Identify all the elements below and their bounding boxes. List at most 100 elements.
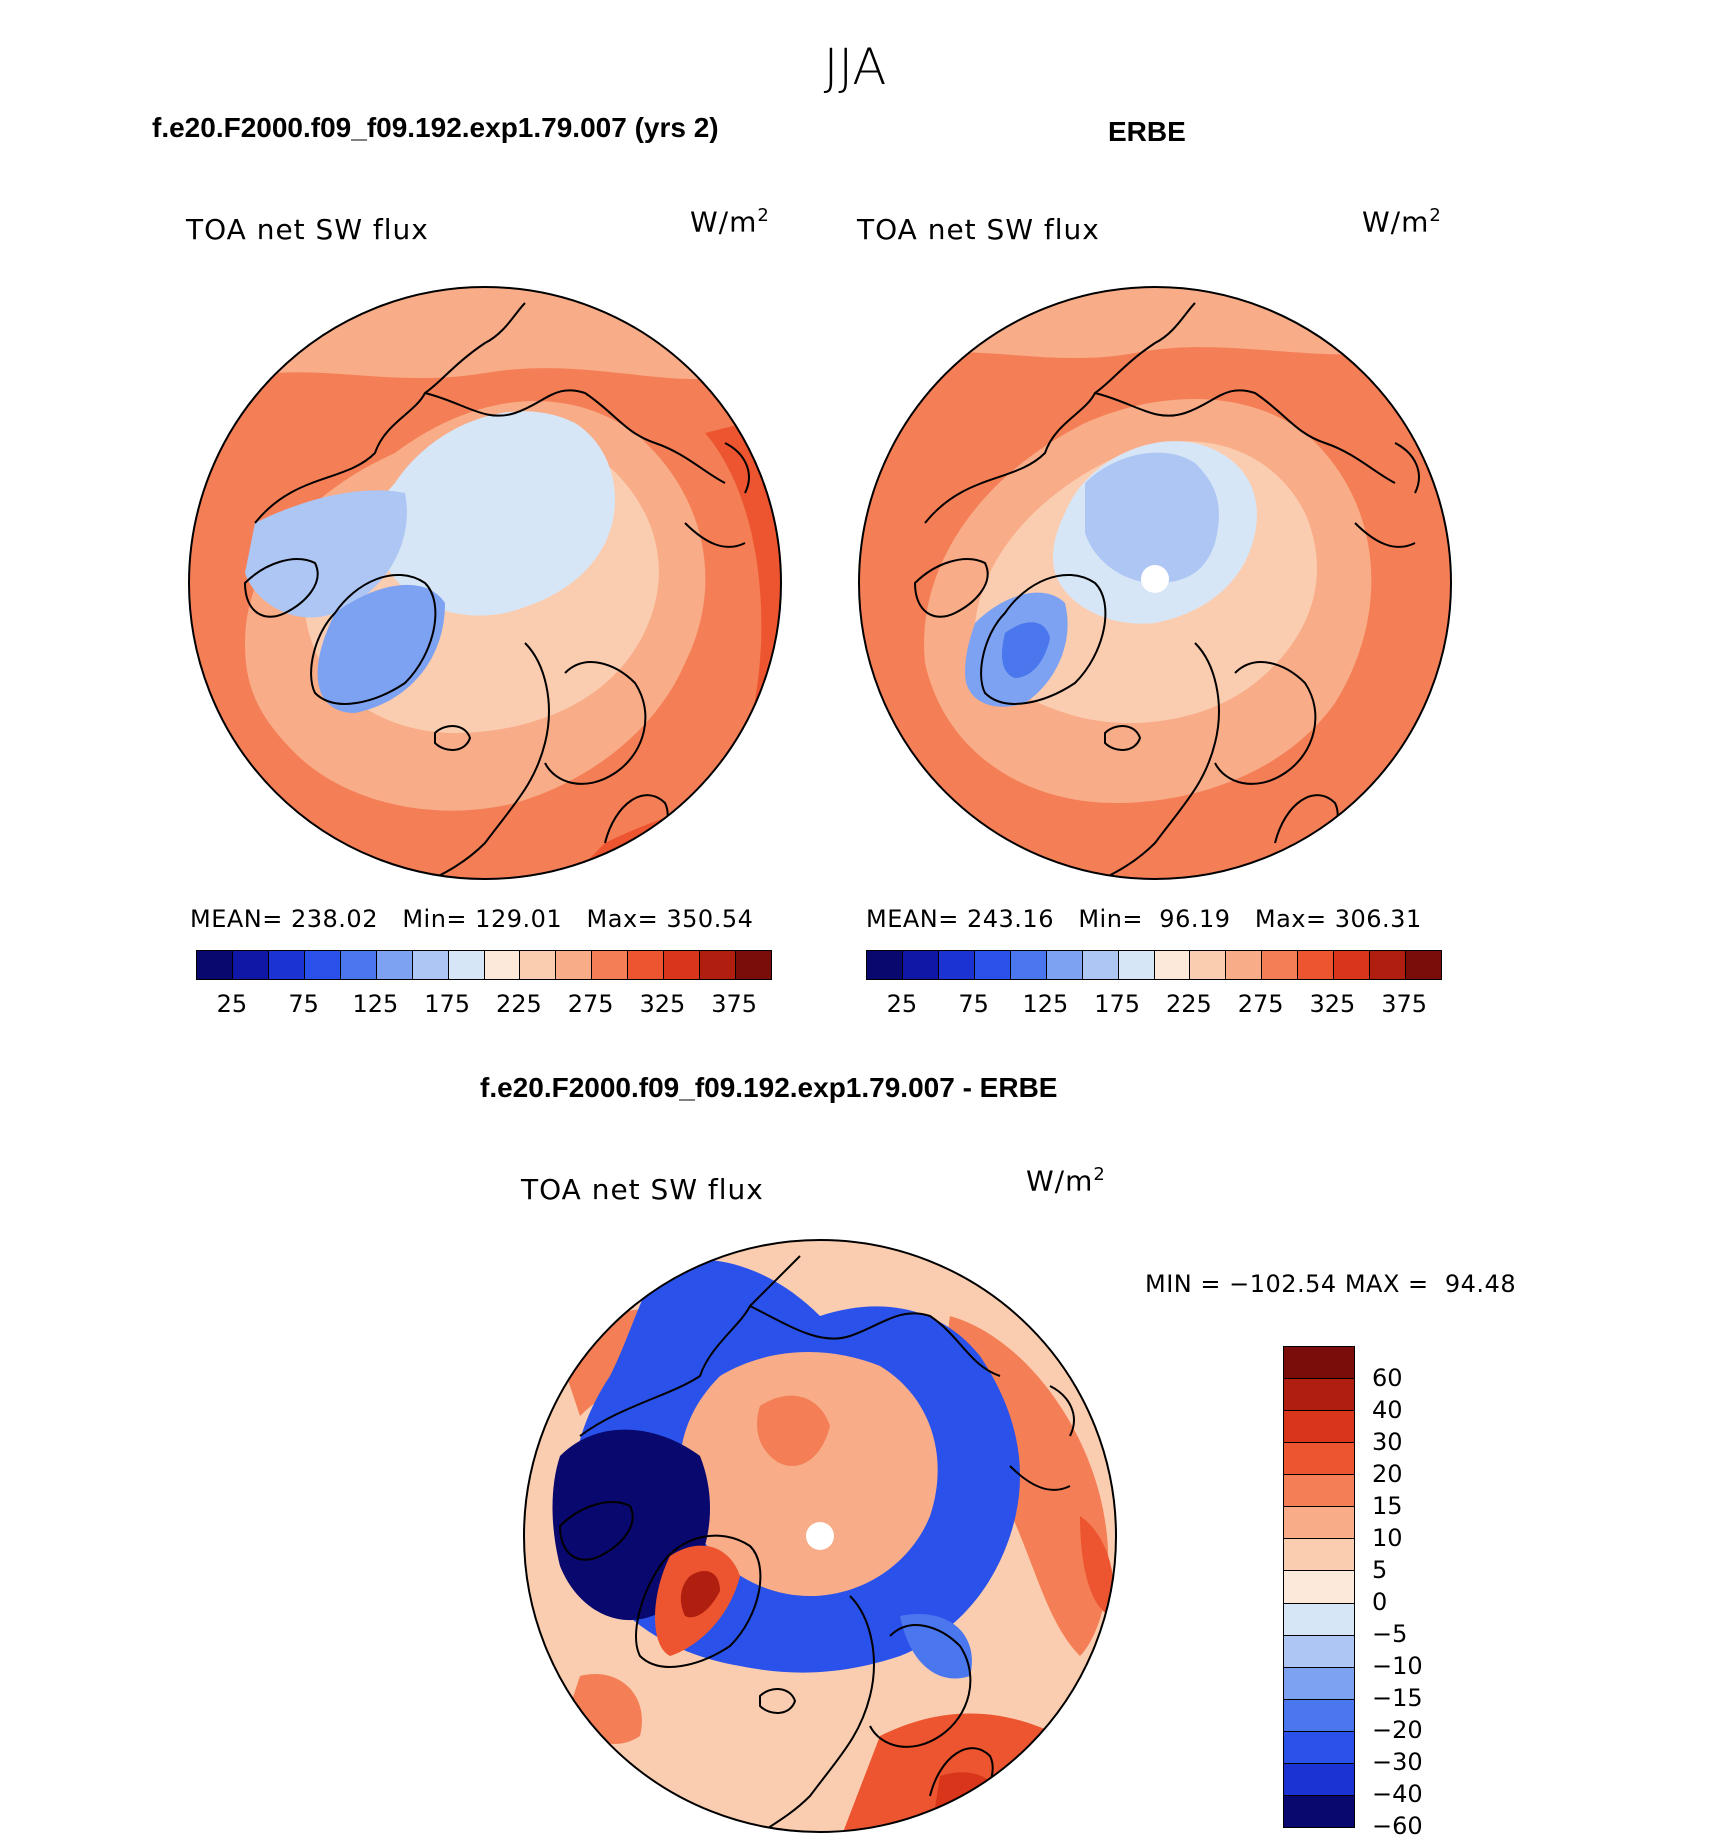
colorbar-level-label: −30 xyxy=(1372,1748,1423,1776)
panel3-stats: MIN = −102.54 MAX = 94.48 xyxy=(1145,1270,1517,1298)
colorbar-tick-label: 25 xyxy=(886,990,918,1018)
panel1-coastlines xyxy=(243,302,750,879)
panel3-title: f.e20.F2000.f09_f09.192.exp1.79.007 - ER… xyxy=(480,1072,1058,1103)
colorbar-level-label: −15 xyxy=(1372,1684,1423,1712)
colorbar-swatch xyxy=(902,951,939,979)
panel1-colorbar-ticks: 25 75 125 175 225 275 325 375 xyxy=(196,990,770,1020)
panel2-field-greenland-core xyxy=(1002,622,1050,678)
panel1-map-border xyxy=(188,286,782,880)
colorbar-level-label: 40 xyxy=(1372,1396,1403,1424)
panel2-map xyxy=(858,286,1452,880)
colorbar-swatch xyxy=(1284,1443,1354,1476)
colorbar-level-label: 10 xyxy=(1372,1524,1403,1552)
colorbar-swatch xyxy=(304,951,341,979)
panel3-pole-gap xyxy=(806,1522,834,1550)
colorbar-tick-label: 125 xyxy=(352,990,399,1018)
panel3-colorbar xyxy=(1283,1346,1355,1828)
colorbar-swatch xyxy=(1284,1699,1354,1732)
colorbar-swatch xyxy=(628,951,665,979)
colorbar-level-label: 15 xyxy=(1372,1491,1403,1520)
panel2-stats: MEAN= 243.16 Min= 96.19 Max= 306.31 xyxy=(866,905,1422,933)
colorbar-level-label: 60 xyxy=(1372,1364,1403,1392)
panel3-map xyxy=(523,1239,1117,1833)
panel2-variable: TOA net SW flux xyxy=(857,213,1100,246)
panel1-map xyxy=(188,286,782,880)
colorbar-swatch xyxy=(938,951,975,979)
colorbar-swatch xyxy=(376,951,413,979)
colorbar-tick-label: 225 xyxy=(1165,990,1212,1018)
panel1-field-greenland xyxy=(317,584,445,713)
colorbar-swatch xyxy=(484,951,521,979)
colorbar-swatch xyxy=(1284,1411,1354,1444)
colorbar-swatch xyxy=(556,951,593,979)
panel1-colorbar xyxy=(196,950,772,980)
colorbar-level-label: −10 xyxy=(1372,1651,1423,1680)
panel3-unit: W/m2 xyxy=(1026,1164,1106,1198)
colorbar-tick-label: 25 xyxy=(216,990,248,1018)
colorbar-swatch xyxy=(268,951,305,979)
colorbar-swatch xyxy=(1334,951,1371,979)
colorbar-level-label: −40 xyxy=(1372,1780,1423,1808)
panel1-field-arctic xyxy=(374,411,615,616)
panel3-colorbar-labels: 60 40 30 20 15 10 5 0 −5 −10 −15 −20 −30 −40 −60 xyxy=(1372,1346,1492,1840)
panel1-title: f.e20.F2000.f09_f09.192.exp1.79.007 (yrs… xyxy=(152,112,719,143)
colorbar-level-label: 5 xyxy=(1372,1556,1388,1584)
colorbar-tick-label: 325 xyxy=(639,990,686,1018)
colorbar-swatch xyxy=(1284,1571,1354,1604)
colorbar-swatch xyxy=(1284,1635,1354,1668)
panel2-map-border xyxy=(858,286,1452,880)
colorbar-swatch xyxy=(1298,951,1335,979)
colorbar-swatch xyxy=(1226,951,1263,979)
colorbar-swatch xyxy=(232,951,269,979)
colorbar-swatch xyxy=(1284,1539,1354,1572)
colorbar-tick-label: 175 xyxy=(424,990,471,1018)
colorbar-swatch xyxy=(1284,1763,1354,1796)
colorbar-swatch xyxy=(1406,951,1441,979)
panel3-variable: TOA net SW flux xyxy=(521,1173,764,1206)
colorbar-level-label: 30 xyxy=(1372,1428,1403,1456)
panel2-colorbar-ticks: 25 75 125 175 225 275 325 375 xyxy=(866,990,1440,1020)
colorbar-swatch xyxy=(1046,951,1083,979)
panel3-map-border xyxy=(523,1239,1117,1833)
panel3-coastlines xyxy=(558,1255,1075,1832)
colorbar-level-label: 0 xyxy=(1372,1588,1388,1616)
panel1-stats: MEAN= 238.02 Min= 129.01 Max= 350.54 xyxy=(190,905,754,933)
panel1-field-archipelago xyxy=(245,490,407,618)
panel2-unit: W/m2 xyxy=(1362,205,1442,239)
colorbar-level-label: −60 xyxy=(1372,1812,1423,1840)
colorbar-swatch xyxy=(197,951,233,979)
colorbar-swatch xyxy=(1284,1795,1354,1827)
colorbar-tick-label: 175 xyxy=(1094,990,1141,1018)
colorbar-swatch xyxy=(700,951,737,979)
panel2-pole-gap xyxy=(1141,565,1169,593)
colorbar-tick-label: 75 xyxy=(958,990,989,1018)
colorbar-swatch xyxy=(340,951,377,979)
panel2-title: ERBE xyxy=(1108,116,1186,147)
colorbar-swatch xyxy=(592,951,629,979)
panel3-field-arctic-strong xyxy=(757,1395,830,1466)
colorbar-swatch xyxy=(1010,951,1047,979)
colorbar-swatch xyxy=(1284,1475,1354,1508)
colorbar-tick-label: 375 xyxy=(711,990,758,1018)
colorbar-swatch xyxy=(1284,1667,1354,1700)
colorbar-swatch xyxy=(1118,951,1155,979)
colorbar-tick-label: 375 xyxy=(1381,990,1428,1018)
colorbar-swatch xyxy=(867,951,903,979)
colorbar-level-label: 20 xyxy=(1372,1460,1403,1488)
colorbar-tick-label: 275 xyxy=(567,990,614,1018)
colorbar-tick-label: 325 xyxy=(1309,990,1356,1018)
colorbar-swatch xyxy=(520,951,557,979)
season-title: JJA xyxy=(823,38,887,96)
colorbar-tick-label: 225 xyxy=(495,990,542,1018)
panel1-field-east xyxy=(705,413,781,743)
colorbar-swatch xyxy=(974,951,1011,979)
panel3-field-arctic-pos xyxy=(680,1352,938,1596)
panel2-field-arctic xyxy=(1085,452,1219,583)
colorbar-swatch xyxy=(664,951,701,979)
panel3-field-greenland-strong xyxy=(680,1571,720,1618)
colorbar-swatch xyxy=(1284,1507,1354,1540)
panel2-colorbar xyxy=(866,950,1442,980)
panel1-variable: TOA net SW flux xyxy=(186,213,429,246)
colorbar-level-label: −20 xyxy=(1372,1716,1423,1744)
colorbar-swatch xyxy=(736,951,771,979)
